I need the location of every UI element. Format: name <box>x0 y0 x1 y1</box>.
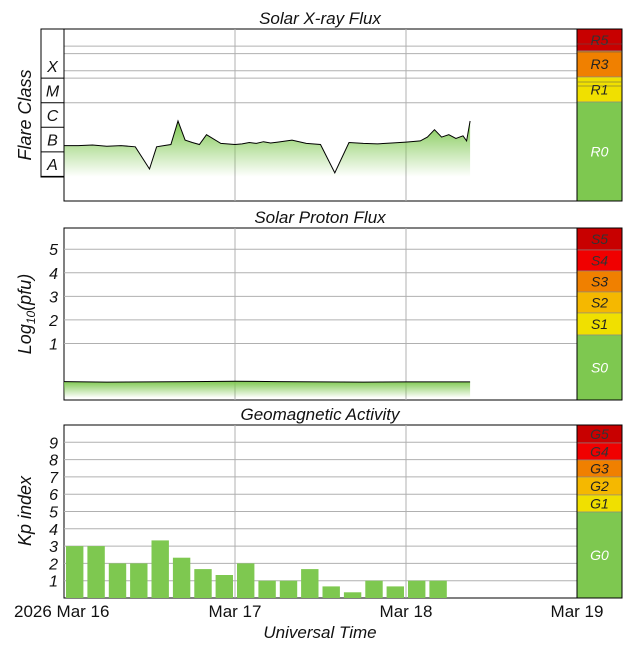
proton-y-label-sub: 10 <box>24 310 38 324</box>
scale-label: R5 <box>591 32 609 48</box>
kp-bar <box>429 580 447 598</box>
xray-flux-fill <box>64 121 471 177</box>
kp-y-label: Kp index <box>15 475 35 546</box>
proton-flux-area <box>63 380 471 398</box>
proton-grid <box>64 228 577 400</box>
kp-title: Geomagnetic Activity <box>240 405 401 424</box>
scale-label: R3 <box>591 56 609 72</box>
xray-flux-area <box>64 119 471 177</box>
scale-label: S3 <box>591 274 608 290</box>
kp-tick-label: 5 <box>49 505 58 522</box>
kp-bar <box>322 586 340 598</box>
kp-bar <box>279 580 298 598</box>
class-label: X <box>46 59 59 76</box>
proton-flux-fill <box>64 381 471 398</box>
kp-bar <box>258 580 276 598</box>
kp-tick-label: 6 <box>49 487 58 504</box>
scale-label: S4 <box>591 253 608 269</box>
proton-tick-label: 2 <box>48 313 58 330</box>
kp-tick-label: 8 <box>49 453 58 470</box>
scale-label: G1 <box>590 496 609 512</box>
scale-label: S5 <box>591 231 608 247</box>
xray-y-label: Flare Class <box>15 69 35 160</box>
xray-flux-line <box>64 119 471 174</box>
kp-bar <box>301 569 319 598</box>
scale-label: S1 <box>591 316 608 332</box>
kp-bar <box>365 580 383 598</box>
kp-grid <box>64 425 577 598</box>
proton-y-label-tail: (pfu) <box>15 274 35 311</box>
proton-y-ticks: 1 2 3 4 5 <box>48 242 58 353</box>
class-label: B <box>47 133 58 150</box>
kp-tick-label: 9 <box>49 435 58 452</box>
scale-label: G5 <box>590 426 609 442</box>
scale-frame <box>576 227 623 401</box>
kp-bar <box>151 540 169 598</box>
kp-bar <box>408 580 426 598</box>
scale-band <box>576 511 623 599</box>
kp-tick-label: 4 <box>49 522 58 539</box>
scale-label: S0 <box>591 360 608 376</box>
x-axis-label: Universal Time <box>263 623 376 642</box>
proton-s-scale: S5 S4 S3 S2 S1 S0 <box>576 227 623 401</box>
kp-bar <box>130 563 148 598</box>
proton-tick-label: 5 <box>49 242 58 259</box>
kp-bar <box>108 563 127 598</box>
class-label: C <box>47 108 59 125</box>
scale-frame <box>576 424 623 599</box>
scale-frame <box>576 28 623 202</box>
kp-tick-label: 2 <box>48 556 58 573</box>
x-axis-ticks: 2026 Mar 16 Mar 17 Mar 18 Mar 19 <box>14 602 603 621</box>
xray-r-scale: R5 R3 R1 R0 <box>576 28 623 202</box>
proton-flux-line <box>63 380 471 383</box>
proton-y-label-main: Log <box>15 324 35 354</box>
kp-bar <box>237 563 255 598</box>
proton-tick-label: 1 <box>49 336 58 353</box>
x-tick-label: Mar 19 <box>551 602 604 621</box>
scale-label: G4 <box>590 444 609 460</box>
scale-label: R0 <box>591 144 609 160</box>
scale-label: G2 <box>590 478 609 494</box>
kp-bar <box>87 546 105 598</box>
kp-bar <box>66 546 84 598</box>
scale-label: S2 <box>591 295 608 311</box>
x-tick-label: Mar 17 <box>209 602 262 621</box>
kp-bar <box>172 557 191 598</box>
kp-bar <box>194 569 212 598</box>
kp-tick-label: 1 <box>49 574 58 591</box>
kp-bar <box>386 586 404 598</box>
proton-tick-label: 3 <box>49 289 58 306</box>
class-label: A <box>46 157 58 174</box>
kp-bar <box>343 592 362 598</box>
scale-label: R1 <box>591 82 609 98</box>
proton-y-label: Log10(pfu) <box>15 274 38 354</box>
kp-bar <box>215 575 233 598</box>
kp-tick-label: 3 <box>49 539 58 556</box>
proton-tick-label: 4 <box>49 266 58 283</box>
kp-tick-label: 7 <box>49 470 59 487</box>
xray-title: Solar X-ray Flux <box>259 9 381 28</box>
x-tick-label: Mar 18 <box>380 602 433 621</box>
proton-title: Solar Proton Flux <box>254 208 386 227</box>
class-label: M <box>46 83 60 100</box>
scale-band <box>576 101 623 202</box>
scale-label: G0 <box>590 547 609 563</box>
x-tick-label: 2026 Mar 16 <box>14 602 109 621</box>
scale-label: G3 <box>590 461 609 477</box>
proton-plot-frame <box>63 227 578 401</box>
kp-bars <box>66 540 447 598</box>
